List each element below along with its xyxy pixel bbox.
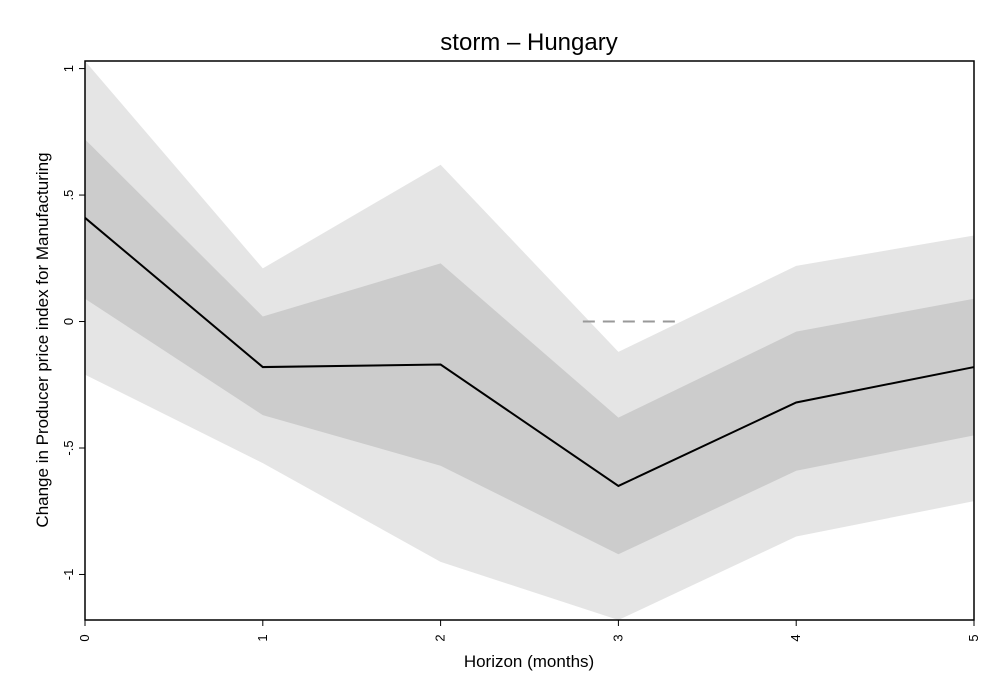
x-axis-ticks: 0 1 2 3 4 5 (77, 620, 981, 642)
chart-title: storm – Hungary (440, 29, 617, 56)
y-tick-label: 1 (61, 65, 76, 72)
x-tick-label: 1 (255, 634, 270, 641)
x-tick-label: 5 (966, 634, 981, 641)
y-tick-label: .5 (61, 190, 76, 201)
x-tick-label: 4 (788, 634, 803, 641)
confidence-bands (85, 61, 974, 620)
y-tick-label: -1 (61, 569, 76, 581)
estimate-line (84, 217, 975, 488)
y-axis-label: Change in Producer price index for Manuf… (33, 152, 52, 527)
plot-frame (84, 60, 975, 621)
plot-area (84, 61, 975, 620)
x-tick-label: 3 (610, 634, 625, 641)
x-tick-label: 0 (77, 634, 92, 641)
y-tick-label: 0 (61, 318, 76, 325)
inner-confidence-band (85, 139, 974, 555)
x-axis-label: Horizon (months) (464, 652, 594, 671)
y-tick-label: -.5 (61, 440, 76, 455)
y-axis-ticks: 1 .5 0 -.5 -1 (61, 65, 85, 580)
x-tick-label: 2 (433, 634, 448, 641)
